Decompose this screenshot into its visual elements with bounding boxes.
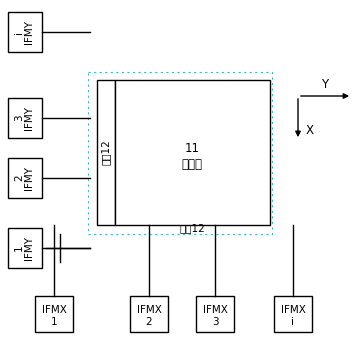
Text: i: i: [14, 31, 24, 33]
Bar: [8, 158, 42, 198]
Text: 3: 3: [14, 115, 24, 121]
Bar: [274, 296, 312, 332]
Text: IFMY: IFMY: [24, 106, 34, 130]
Bar: [8, 228, 42, 268]
Text: 镜嬏12: 镜嬏12: [101, 139, 111, 165]
Text: 2: 2: [146, 317, 152, 327]
Bar: [130, 296, 168, 332]
Text: 3: 3: [212, 317, 218, 327]
Text: Y: Y: [321, 77, 329, 90]
Text: IFMX: IFMX: [41, 305, 67, 315]
Text: 镜嬏12: 镜嬏12: [179, 223, 205, 233]
Text: i: i: [292, 317, 294, 327]
Bar: [35, 296, 73, 332]
Bar: [115, 80, 270, 225]
Text: 1: 1: [51, 317, 57, 327]
Text: IFMY: IFMY: [24, 236, 34, 260]
Bar: [88, 72, 272, 234]
Text: IFMY: IFMY: [24, 166, 34, 190]
Text: IFMX: IFMX: [136, 305, 161, 315]
Text: IFMX: IFMX: [280, 305, 305, 315]
Bar: [196, 296, 234, 332]
Text: X: X: [306, 123, 314, 137]
Text: 1: 1: [14, 245, 24, 251]
Text: IFMX: IFMX: [203, 305, 228, 315]
Text: 工件台: 工件台: [181, 159, 202, 172]
Bar: [97, 80, 115, 225]
Bar: [8, 12, 42, 52]
Bar: [8, 98, 42, 138]
Text: 11: 11: [185, 141, 199, 154]
Text: 2: 2: [14, 175, 24, 181]
Text: IFMY: IFMY: [24, 20, 34, 44]
